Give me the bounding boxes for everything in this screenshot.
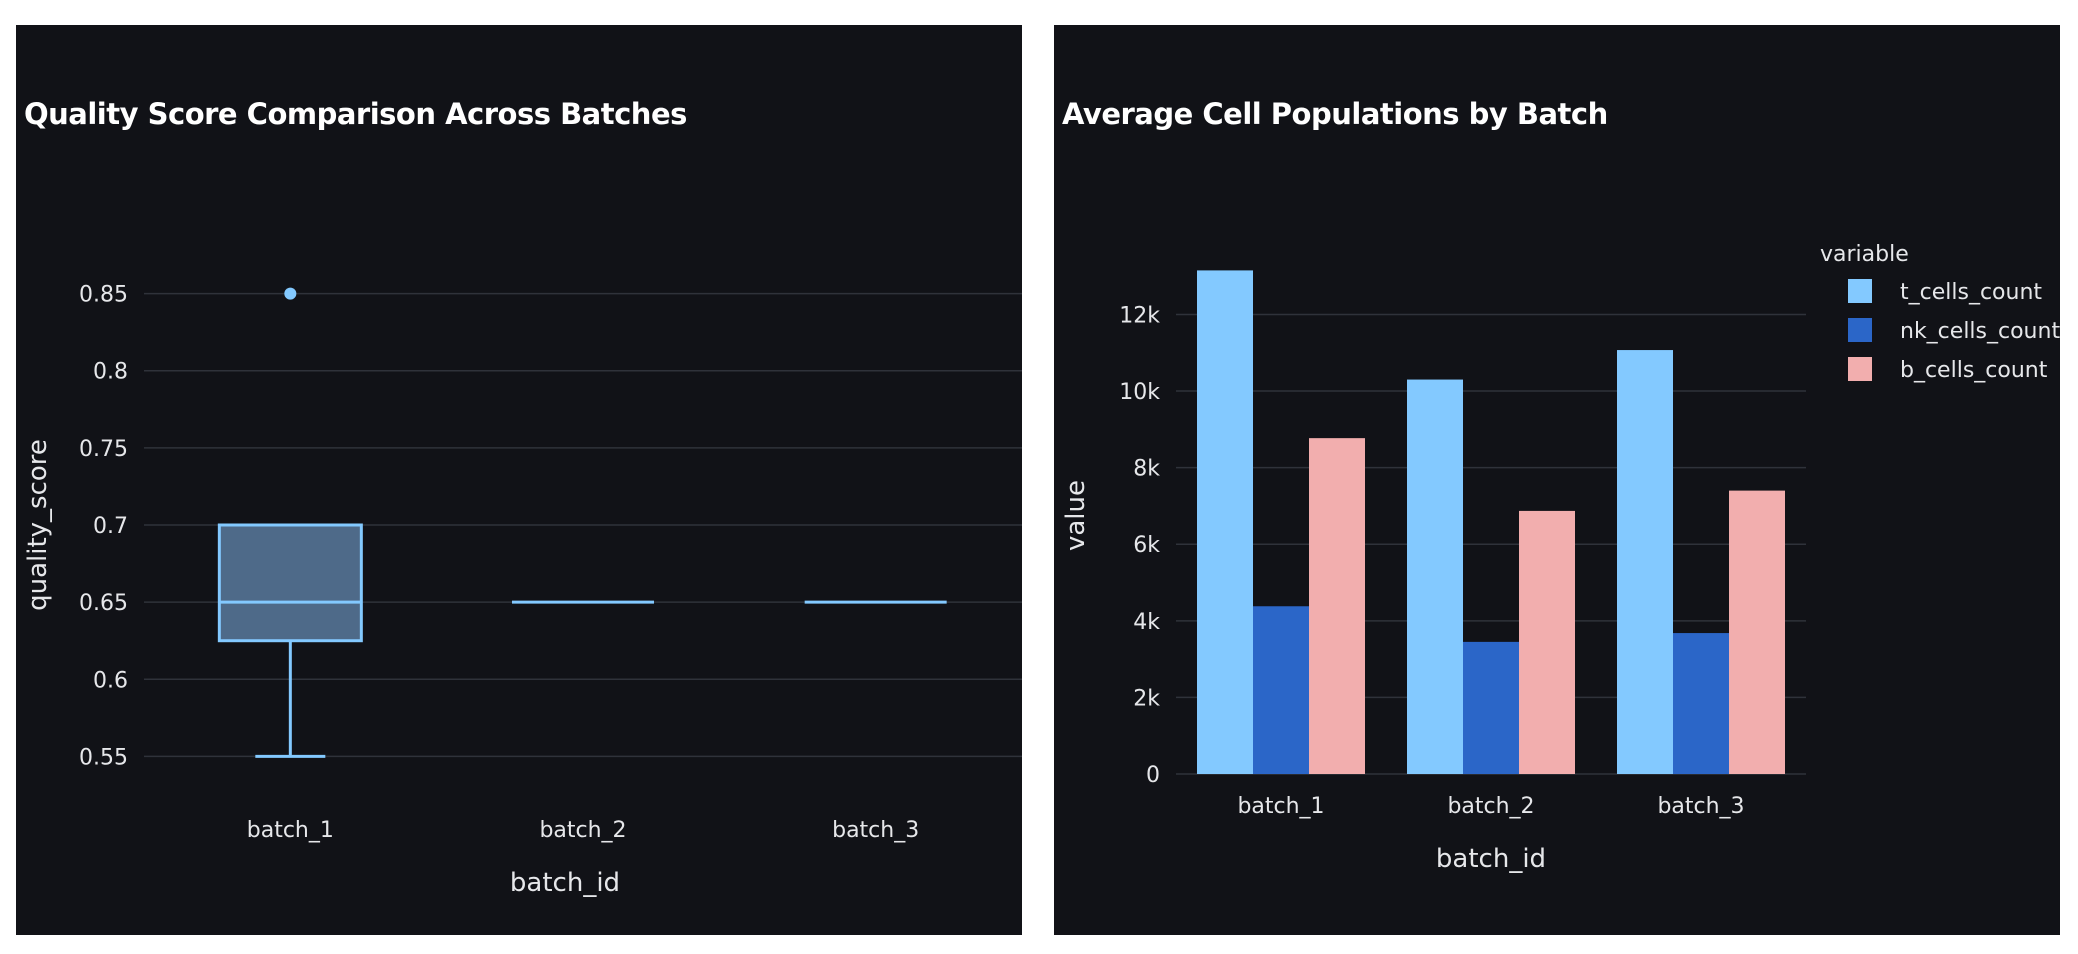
legend-label: b_cells_count	[1900, 358, 2048, 383]
x-tick-label: batch_2	[539, 818, 626, 843]
x-axis-label: batch_id	[510, 868, 620, 898]
bar-chart-svg: 0 2k 4k 6k 8k 10k 12k batch_1 batch_2 batch_3 valu…	[1061, 242, 2060, 874]
bar-nk_cells_count	[1253, 606, 1309, 774]
y-tick-label: 0.55	[79, 745, 128, 770]
bar-chart-panel: Average Cell Populations by Batch 0 2k 4k 6…	[1054, 25, 2060, 935]
x-tick-label: batch_2	[1447, 794, 1534, 819]
y-tick-label: 0.75	[79, 437, 128, 462]
x-tick-label: batch_1	[1237, 794, 1324, 819]
legend-title: variable	[1820, 242, 1909, 267]
y-tick-label: 0.8	[93, 360, 128, 385]
bar-b_cells_count	[1729, 490, 1785, 774]
bar-t_cells_count	[1407, 379, 1463, 774]
box-plot-panel: Quality Score Comparison Across Batches …	[16, 25, 1022, 935]
box	[217, 523, 363, 643]
legend-swatch	[1848, 279, 1872, 303]
y-tick-label: 0.7	[93, 514, 128, 539]
y-tick-label: 0.6	[93, 668, 128, 693]
y-tick-label: 8k	[1133, 457, 1160, 482]
x-tick-label: batch_3	[1657, 794, 1744, 819]
legend-label: nk_cells_count	[1900, 319, 2060, 344]
x-axis-label: batch_id	[1436, 844, 1546, 874]
y-tick-label: 0.65	[79, 591, 128, 616]
bar-chart-title: Average Cell Populations by Batch	[1062, 97, 1608, 131]
y-tick-label: 10k	[1119, 380, 1160, 405]
bar-b_cells_count	[1519, 510, 1575, 774]
bar-t_cells_count	[1197, 270, 1253, 774]
bar-nk_cells_count	[1463, 641, 1519, 774]
outlier-point	[284, 287, 297, 300]
bar-nk_cells_count	[1673, 633, 1729, 774]
bar-b_cells_count	[1309, 438, 1365, 774]
y-tick-label: 0.85	[79, 283, 128, 308]
y-tick-label: 6k	[1133, 533, 1160, 558]
box-chart-title: Quality Score Comparison Across Batches	[24, 97, 687, 131]
x-tick-label: batch_1	[247, 818, 334, 843]
y-tick-label: 12k	[1119, 303, 1160, 328]
legend-label: t_cells_count	[1900, 280, 2042, 305]
x-tick-label: batch_3	[832, 818, 919, 843]
legend-swatch	[1848, 318, 1872, 342]
y-axis-label: quality_score	[23, 439, 53, 611]
y-tick-label: 2k	[1133, 686, 1160, 711]
y-tick-label: 0	[1146, 763, 1160, 788]
legend-swatch	[1848, 357, 1872, 381]
bar-t_cells_count	[1617, 350, 1673, 774]
y-axis-label: value	[1061, 480, 1091, 551]
y-tick-label: 4k	[1133, 610, 1160, 635]
